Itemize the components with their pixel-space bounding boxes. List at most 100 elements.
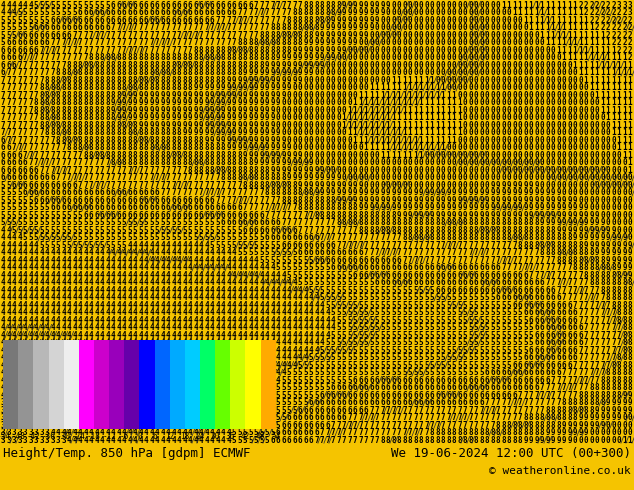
- Text: 4: 4: [105, 308, 110, 318]
- Text: 6: 6: [204, 196, 209, 205]
- Text: 5: 5: [116, 226, 121, 235]
- Text: 8: 8: [303, 16, 308, 24]
- Text: 4: 4: [11, 263, 16, 272]
- Text: 0: 0: [292, 136, 297, 145]
- Text: 5: 5: [165, 226, 171, 235]
- Text: 5: 5: [28, 218, 33, 227]
- Text: 9: 9: [551, 188, 555, 197]
- Text: 7: 7: [259, 0, 264, 9]
- Text: 4: 4: [155, 353, 159, 363]
- Text: 4: 4: [309, 339, 313, 347]
- Text: /: /: [218, 263, 223, 272]
- Text: /: /: [328, 353, 333, 363]
- Text: /: /: [344, 421, 349, 430]
- Text: 4: 4: [17, 331, 22, 340]
- Text: 9: 9: [518, 188, 522, 197]
- Text: 5: 5: [226, 241, 231, 250]
- Text: 7: 7: [56, 38, 60, 47]
- Text: 4: 4: [298, 339, 302, 347]
- Text: 4: 4: [188, 414, 192, 422]
- Text: 1: 1: [397, 136, 401, 145]
- Text: 7: 7: [56, 46, 60, 54]
- Text: /: /: [306, 398, 311, 407]
- Text: 5: 5: [424, 339, 429, 347]
- Text: 7: 7: [264, 0, 269, 9]
- Text: 6: 6: [44, 173, 49, 182]
- Text: 9: 9: [556, 196, 561, 205]
- Text: /: /: [157, 16, 162, 24]
- Text: /: /: [97, 8, 101, 17]
- Text: 9: 9: [342, 23, 346, 32]
- Text: 8: 8: [391, 211, 396, 220]
- Text: 0: 0: [369, 38, 374, 47]
- Text: /: /: [614, 61, 619, 70]
- Text: 4: 4: [287, 286, 291, 295]
- Text: /: /: [543, 166, 547, 174]
- Text: 0: 0: [562, 75, 566, 85]
- Text: /: /: [202, 428, 206, 438]
- Text: 5: 5: [474, 346, 478, 355]
- Text: /: /: [64, 339, 68, 347]
- Text: 0: 0: [589, 121, 594, 130]
- Text: 4: 4: [309, 308, 313, 318]
- Text: /: /: [443, 353, 448, 363]
- Text: 8: 8: [105, 91, 110, 99]
- Text: 8: 8: [122, 68, 126, 77]
- Text: /: /: [592, 173, 597, 182]
- Text: /: /: [20, 181, 25, 190]
- Text: 6: 6: [573, 346, 578, 355]
- Text: 6: 6: [94, 23, 99, 32]
- Text: 6: 6: [314, 428, 319, 438]
- Text: /: /: [443, 83, 448, 92]
- Text: 4: 4: [155, 346, 159, 355]
- Text: 9: 9: [177, 98, 181, 107]
- Text: 6: 6: [441, 383, 445, 392]
- Text: 4: 4: [44, 368, 49, 377]
- Text: 5: 5: [61, 0, 66, 9]
- Text: 4: 4: [89, 346, 93, 355]
- Text: 6: 6: [551, 331, 555, 340]
- Text: /: /: [53, 353, 58, 363]
- Text: /: /: [91, 376, 96, 385]
- Text: 4: 4: [83, 271, 88, 280]
- Text: /: /: [350, 421, 354, 430]
- Text: 6: 6: [78, 8, 82, 17]
- Text: 5: 5: [28, 23, 33, 32]
- Text: 6: 6: [116, 8, 121, 17]
- Text: /: /: [543, 16, 547, 24]
- Text: 6: 6: [402, 398, 407, 407]
- Text: 0: 0: [435, 61, 440, 70]
- Text: 5: 5: [1, 23, 5, 32]
- Text: 0: 0: [298, 106, 302, 115]
- Text: /: /: [465, 75, 470, 85]
- Text: 0: 0: [309, 121, 313, 130]
- Text: /: /: [465, 346, 470, 355]
- Text: /: /: [465, 316, 470, 325]
- Text: 6: 6: [298, 406, 302, 415]
- Text: 5: 5: [83, 226, 88, 235]
- Text: 5: 5: [303, 278, 308, 287]
- Text: 9: 9: [259, 75, 264, 85]
- Text: 7: 7: [182, 38, 187, 47]
- Text: 0: 0: [600, 150, 605, 160]
- Text: 5: 5: [369, 286, 374, 295]
- Text: 0: 0: [578, 150, 583, 160]
- Text: /: /: [488, 158, 492, 167]
- Text: 7: 7: [149, 181, 154, 190]
- Text: /: /: [136, 75, 140, 85]
- Text: 1: 1: [457, 128, 462, 137]
- Text: 7: 7: [287, 203, 291, 212]
- Text: 4: 4: [237, 406, 242, 415]
- Text: 4: 4: [226, 331, 231, 340]
- Text: 8: 8: [94, 75, 99, 85]
- Text: 4: 4: [144, 361, 148, 370]
- Text: 1: 1: [628, 436, 632, 445]
- Text: 8: 8: [160, 68, 165, 77]
- Text: 6: 6: [314, 414, 319, 422]
- Text: /: /: [262, 143, 266, 152]
- Text: 4: 4: [94, 331, 99, 340]
- Text: 1: 1: [523, 8, 528, 17]
- Text: /: /: [268, 368, 272, 377]
- Text: 4: 4: [34, 271, 38, 280]
- Text: 9: 9: [584, 241, 588, 250]
